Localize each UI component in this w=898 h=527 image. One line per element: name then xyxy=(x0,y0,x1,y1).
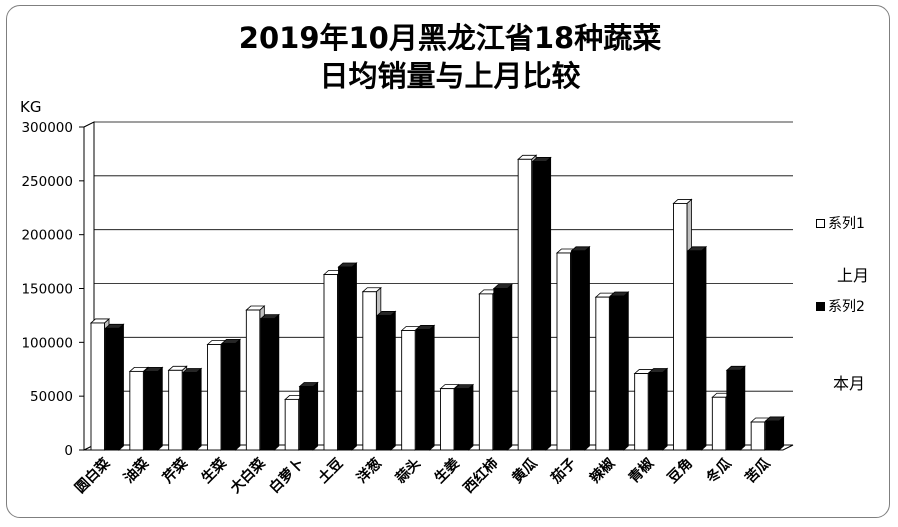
bar-2-油菜 xyxy=(143,370,159,451)
bar-side-s2 xyxy=(545,156,552,451)
bar-side-s2 xyxy=(157,366,163,451)
bar-2-西红柿 xyxy=(493,288,508,451)
y-tick-label: 50000 xyxy=(30,389,73,405)
bar-1-白萝卜 xyxy=(284,398,300,451)
y-tick-label: 150000 xyxy=(21,282,73,298)
bar-2-芹菜 xyxy=(182,372,198,451)
bar-side-s2 xyxy=(468,383,474,451)
y-tick-label: 250000 xyxy=(21,174,73,190)
y-tick-label: 300000 xyxy=(21,120,73,136)
y-tick-label: 200000 xyxy=(21,228,73,244)
bar-side-s2 xyxy=(623,291,629,451)
x-tick-label: 茄子 xyxy=(547,455,580,488)
x-tick-label: 辣椒 xyxy=(586,455,618,487)
x-tick-label: 豆角 xyxy=(664,455,696,487)
y-unit-label: KG xyxy=(20,98,42,116)
x-tick-label: 西红柿 xyxy=(460,455,502,497)
x-tick-label: 圆白菜 xyxy=(72,454,114,496)
bar-2-生菜 xyxy=(221,342,236,451)
x-tick-label: 洋葱 xyxy=(353,455,385,487)
bar-2-苦瓜 xyxy=(765,420,780,451)
bar-2-冬瓜 xyxy=(726,369,741,451)
bar-side-s2 xyxy=(778,416,785,451)
bar-2-洋葱 xyxy=(376,314,392,451)
bar-1-茄子 xyxy=(556,252,571,451)
bar-1-黄瓜 xyxy=(517,158,533,451)
bar-side-s2 xyxy=(739,365,746,451)
legend-label-series1: 系列1 xyxy=(828,216,865,232)
chart-title-line2: 日均销量与上月比较 xyxy=(319,59,581,93)
bar-1-圆白菜 xyxy=(90,322,105,451)
bar-1-油菜 xyxy=(129,370,144,451)
bar-side-s2 xyxy=(196,367,202,451)
bar-side-s2 xyxy=(235,338,241,451)
bar-2-辣椒 xyxy=(609,295,625,451)
bar-2-黄瓜 xyxy=(532,161,547,451)
chart-title-line1: 2019年10月黑龙江省18种蔬菜 xyxy=(238,21,662,55)
annotation-last-month: 上月 xyxy=(837,266,870,285)
x-tick-label: 芹菜 xyxy=(159,454,192,487)
bar-1-苦瓜 xyxy=(750,421,766,451)
bar-side-s2 xyxy=(273,313,280,451)
x-tick-label: 油菜 xyxy=(120,454,153,487)
bar-1-生姜 xyxy=(440,388,455,451)
bar-1-洋葱 xyxy=(362,291,377,451)
bar-side-s2 xyxy=(662,367,668,451)
legend-label-series2: 系列2 xyxy=(828,299,865,315)
bar-1-土豆 xyxy=(323,274,338,451)
legend-swatch-series1 xyxy=(816,219,825,228)
bar-1-辣椒 xyxy=(595,296,610,451)
x-tick-label: 大白菜 xyxy=(227,454,269,496)
bar-side-s2 xyxy=(118,323,124,451)
bar-2-土豆 xyxy=(338,266,353,451)
bar-side-s2 xyxy=(390,310,396,451)
x-tick-label: 蒜头 xyxy=(392,455,424,487)
x-tick-label: 黄瓜 xyxy=(509,455,541,487)
x-tick-label: 土豆 xyxy=(315,455,347,487)
y-tick-label: 0 xyxy=(64,443,73,459)
legend-swatch-series2 xyxy=(816,302,825,311)
bar-side-s2 xyxy=(701,245,707,451)
x-tick-label: 生姜 xyxy=(431,455,463,487)
bar-2-白萝卜 xyxy=(299,386,314,451)
bar-2-茄子 xyxy=(571,250,586,451)
bar-2-圆白菜 xyxy=(105,327,120,451)
x-tick-label: 生菜 xyxy=(198,454,231,487)
bar-2-青椒 xyxy=(648,372,664,451)
bar-1-生菜 xyxy=(207,344,222,451)
bar-1-冬瓜 xyxy=(711,396,727,451)
bar-1-大白菜 xyxy=(245,309,261,451)
bar-2-生姜 xyxy=(454,388,469,451)
legend-item-series1: 系列1 xyxy=(816,213,865,233)
bar-side-s2 xyxy=(506,283,513,451)
bar-1-芹菜 xyxy=(168,369,183,451)
bar-side-s2 xyxy=(351,262,357,451)
bar-2-蒜头 xyxy=(415,328,431,451)
x-tick-label: 苦瓜 xyxy=(742,455,774,487)
x-tick-label: 冬瓜 xyxy=(703,455,735,487)
bar-side-s2 xyxy=(312,381,319,451)
annotation-this-month: 本月 xyxy=(833,374,866,393)
bar-2-大白菜 xyxy=(260,318,275,451)
x-tick-label: 青椒 xyxy=(625,455,657,487)
x-tick-label: 白萝卜 xyxy=(266,455,308,497)
legend-item-series2: 系列2 xyxy=(816,296,865,316)
bar-2-豆角 xyxy=(687,250,702,451)
bar-side-s2 xyxy=(584,245,590,451)
bar-1-青椒 xyxy=(634,373,649,451)
bar-side-s2 xyxy=(429,324,435,451)
bar-1-豆角 xyxy=(673,202,688,451)
bar-1-蒜头 xyxy=(401,330,416,451)
y-tick-label: 100000 xyxy=(21,335,73,351)
bar-1-西红柿 xyxy=(478,293,494,451)
